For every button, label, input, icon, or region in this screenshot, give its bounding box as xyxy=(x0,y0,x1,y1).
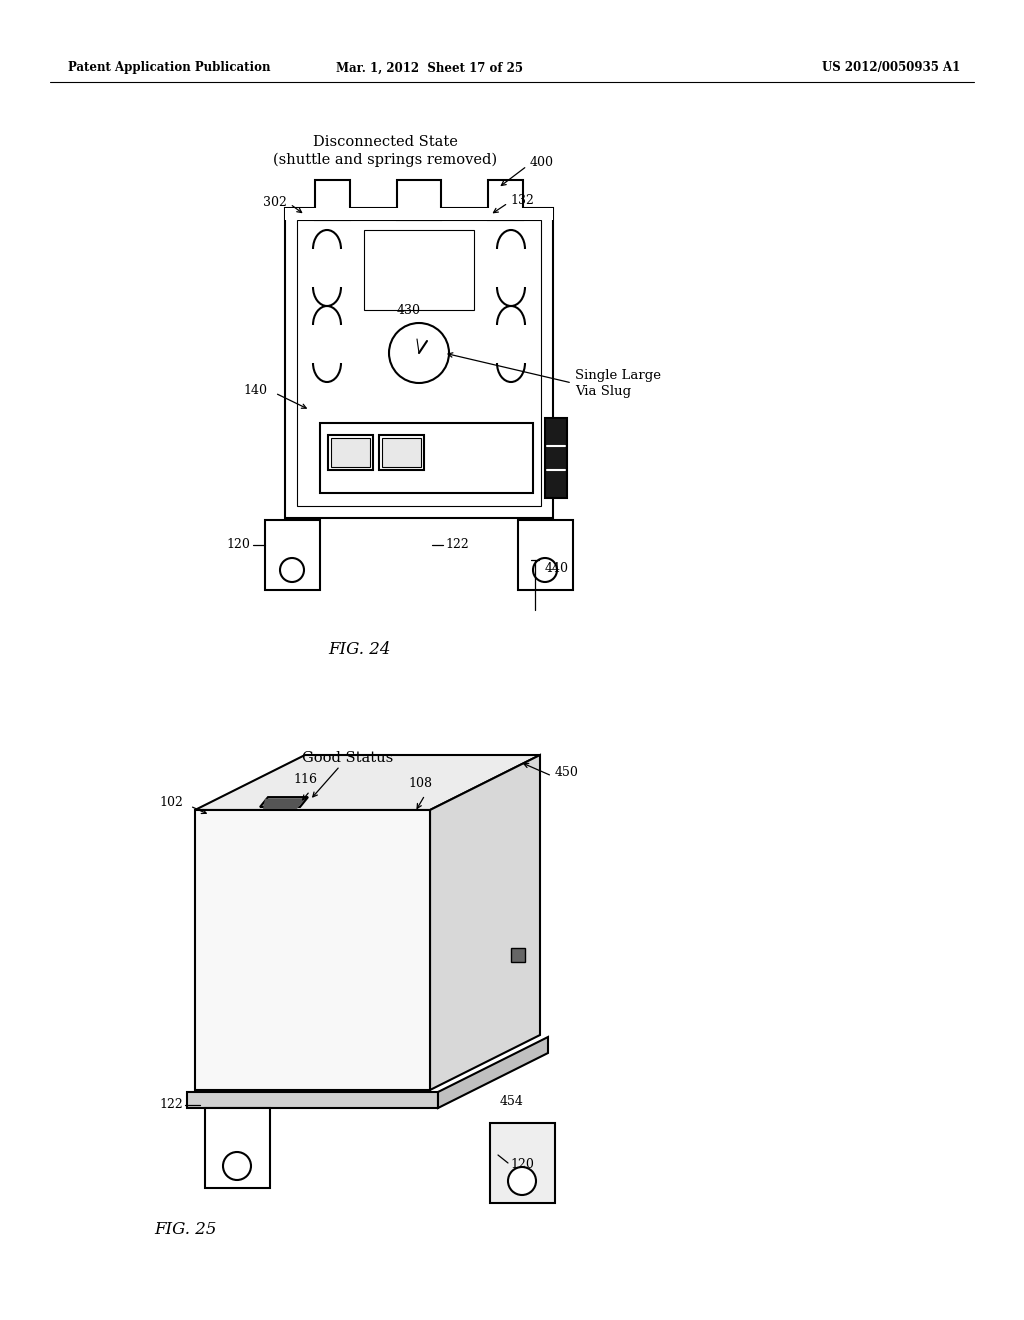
Polygon shape xyxy=(195,755,540,810)
Circle shape xyxy=(534,558,557,582)
Text: 302: 302 xyxy=(263,195,287,209)
Text: Patent Application Publication: Patent Application Publication xyxy=(68,62,270,74)
Text: 120: 120 xyxy=(226,539,250,552)
Text: 108: 108 xyxy=(408,777,432,789)
Polygon shape xyxy=(195,810,430,1090)
Circle shape xyxy=(389,323,449,383)
Text: Single Large: Single Large xyxy=(575,368,662,381)
Text: FIG. 25: FIG. 25 xyxy=(154,1221,216,1238)
Text: 454: 454 xyxy=(500,1096,524,1107)
Bar xyxy=(518,520,573,590)
Text: 450: 450 xyxy=(555,767,579,780)
Text: 132: 132 xyxy=(510,194,534,206)
Text: US 2012/0050935 A1: US 2012/0050935 A1 xyxy=(821,62,961,74)
Bar xyxy=(205,1107,270,1188)
Text: 102: 102 xyxy=(159,796,183,808)
Text: (shuttle and springs removed): (shuttle and springs removed) xyxy=(273,153,497,168)
Bar xyxy=(382,438,421,467)
Polygon shape xyxy=(260,797,308,807)
Bar xyxy=(511,948,525,962)
Text: 122: 122 xyxy=(160,1098,183,1111)
Bar xyxy=(545,418,567,498)
Bar xyxy=(331,438,370,467)
Text: 116: 116 xyxy=(293,774,317,785)
Bar xyxy=(319,422,534,492)
Bar xyxy=(328,436,373,470)
Text: 430: 430 xyxy=(397,305,421,318)
Bar xyxy=(397,180,441,220)
Bar xyxy=(187,1092,438,1107)
Circle shape xyxy=(280,558,304,582)
Polygon shape xyxy=(263,799,305,809)
Bar xyxy=(285,209,553,517)
Text: Via Slug: Via Slug xyxy=(575,385,631,399)
Bar xyxy=(285,209,553,220)
Bar xyxy=(297,220,541,506)
Circle shape xyxy=(508,1167,536,1195)
Text: FIG. 24: FIG. 24 xyxy=(329,642,391,659)
Polygon shape xyxy=(438,1038,548,1107)
Text: 122: 122 xyxy=(445,539,469,552)
Text: 120: 120 xyxy=(510,1159,534,1172)
Text: Mar. 1, 2012  Sheet 17 of 25: Mar. 1, 2012 Sheet 17 of 25 xyxy=(337,62,523,74)
Text: Good Status: Good Status xyxy=(302,751,393,766)
Bar xyxy=(379,436,424,470)
Bar xyxy=(265,520,319,590)
Text: 400: 400 xyxy=(530,157,554,169)
Bar xyxy=(364,230,474,310)
Bar xyxy=(315,180,350,220)
Polygon shape xyxy=(430,755,540,1090)
Bar xyxy=(490,1123,555,1203)
Text: 440: 440 xyxy=(545,561,569,574)
Circle shape xyxy=(223,1152,251,1180)
Text: Disconnected State: Disconnected State xyxy=(312,135,458,149)
Text: 140: 140 xyxy=(243,384,267,396)
Bar xyxy=(488,180,523,220)
